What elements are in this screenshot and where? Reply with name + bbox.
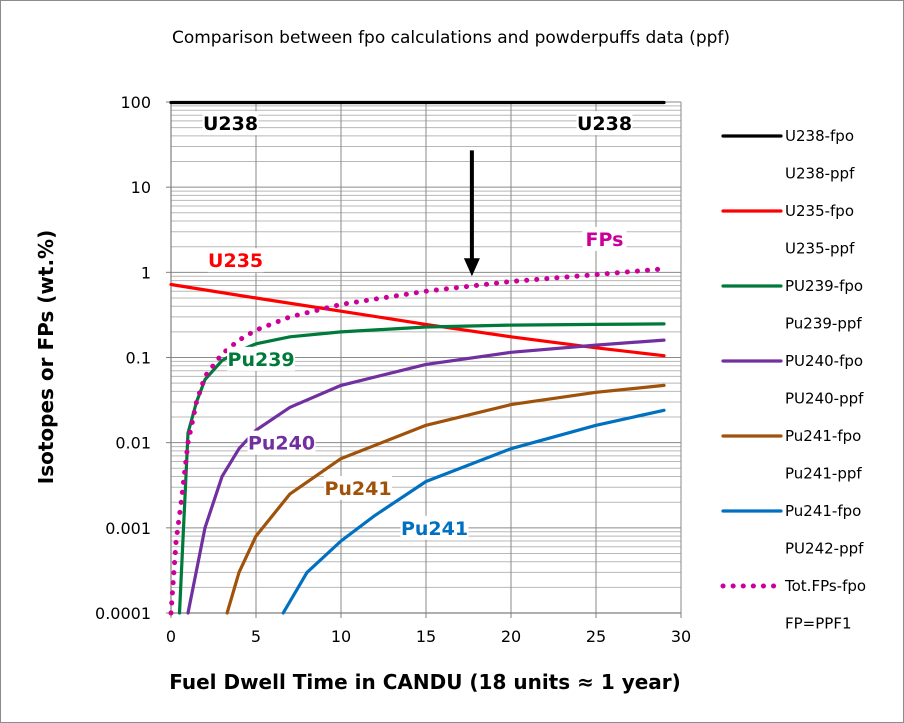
x-tick-labels: 0 5 10 15 20 25 30 (166, 613, 691, 646)
legend-label: U235-fpo (785, 202, 854, 220)
y-tick-label: 0.001 (105, 519, 151, 538)
annotation-u238: U238 (577, 113, 632, 135)
annotation-bg (202, 111, 259, 136)
x-tick-label: 10 (331, 627, 351, 646)
legend-label: PU239-fpo (785, 277, 863, 295)
legend-label: Pu241-fpo (785, 427, 861, 445)
x-tick-label: 30 (671, 627, 691, 646)
arrow (463, 150, 480, 277)
annotation-bg (400, 515, 469, 540)
y-tick-label: 0.0001 (95, 604, 151, 623)
annotation-u238: U238 (203, 113, 258, 135)
chart-title: Comparison between fpo calculations and … (172, 28, 730, 48)
annotation-bg (576, 111, 633, 136)
annotation-bg (227, 346, 296, 371)
y-tick-labels: 0.0001 0.001 0.01 0.1 1 10 100 (95, 93, 171, 623)
y-tick-label: 100 (120, 93, 151, 112)
legend-label: U238-ppf (785, 165, 855, 183)
annotation-pu240: Pu240 (248, 433, 315, 455)
annotation-pu241: Pu241 (401, 518, 468, 540)
series-line-6 (168, 266, 667, 616)
series-line-1 (169, 282, 666, 358)
annotation-u235: U235 (208, 250, 263, 272)
x-tick-label: 25 (586, 627, 606, 646)
annotation-bg (324, 475, 392, 500)
x-tick-label: 0 (166, 627, 176, 646)
annotation-bg (247, 430, 316, 455)
legend-label: PU240-ppf (785, 390, 864, 408)
annotations: U238 U238 U235 FPs Pu239 Pu240 Pu241 Pu241 (202, 111, 633, 540)
annotation-fps: FPs (586, 229, 624, 251)
legend-label: PU240-fpo (785, 352, 863, 370)
y-axis-label: Isotopes or FPs (wt.%) (34, 230, 58, 485)
x-tick-label: 20 (501, 627, 521, 646)
legend-label: U235-ppf (785, 240, 855, 258)
series-line-4 (225, 383, 666, 615)
legend-label: U238-fpo (785, 127, 854, 145)
annotation-pu239: Pu239 (228, 349, 295, 371)
legend-label: Tot.FPs-fpo (784, 577, 866, 595)
arrow-head (463, 258, 480, 277)
legend: U238-fpo U238-ppf U235-fpo U235-ppf PU239-fp… (720, 127, 866, 633)
annotation-pu241: Pu241 (324, 478, 391, 500)
legend-label: Pu239-ppf (785, 315, 862, 333)
x-axis-label: Fuel Dwell Time in CANDU (18 units ≈ 1 y… (169, 670, 681, 694)
y-tick-label: 1 (141, 263, 151, 282)
annotation-bg (207, 248, 264, 273)
x-tick-label: 15 (416, 627, 436, 646)
series-line-5 (281, 408, 666, 615)
legend-label: PU242-ppf (785, 540, 864, 558)
y-tick-label: 10 (131, 178, 151, 197)
legend-label: Pu241-ppf (785, 465, 862, 483)
series-lines (168, 100, 667, 616)
series-line-3 (186, 338, 666, 615)
legend-label: Pu241-fpo (785, 502, 861, 520)
x-tick-label: 5 (251, 627, 261, 646)
legend-label: FP=PPF1 (785, 615, 852, 633)
y-tick-label: 0.01 (115, 434, 151, 453)
annotation-bg (582, 226, 627, 251)
y-tick-label: 0.1 (126, 349, 151, 368)
